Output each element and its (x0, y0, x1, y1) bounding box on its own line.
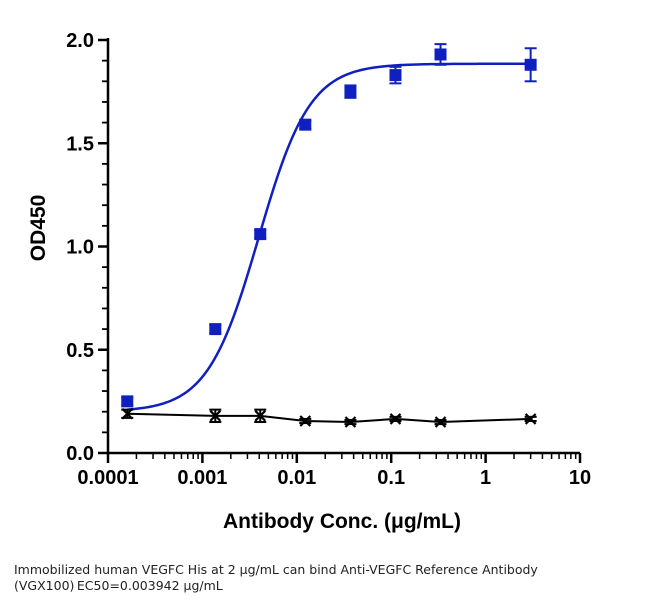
data-point-square (344, 85, 357, 98)
y-axis-title: OD450 (27, 195, 50, 262)
x-marker-stroke (209, 410, 222, 422)
data-point-x (299, 415, 312, 427)
x-tick-label: 10 (569, 467, 591, 489)
tick-marks (98, 38, 582, 463)
y-tick-label: 0.5 (66, 340, 94, 362)
x-tick-label: 0.0001 (77, 467, 138, 489)
y-tick-label: 2.0 (66, 30, 94, 52)
fit-curve-series-1 (127, 62, 531, 411)
x-marker-stroke (254, 410, 267, 422)
data-point-x (344, 416, 357, 428)
data-point-square (434, 48, 447, 61)
data-point-square (121, 395, 134, 408)
y-tick-label: 1.0 (66, 237, 94, 259)
data-point-x (524, 413, 537, 425)
data-point-square (209, 323, 222, 336)
curve-series-2 (127, 412, 531, 424)
x-marker-stroke (389, 413, 402, 425)
axes (106, 38, 580, 455)
data-marks (121, 43, 537, 428)
y-tick-label: 1.5 (66, 133, 94, 155)
data-point-x (121, 407, 134, 420)
x-tick-label: 0.001 (177, 467, 227, 489)
x-marker-stroke (121, 407, 134, 420)
data-point-x (434, 416, 447, 428)
data-point-square (299, 118, 312, 131)
caption-line-1: Immobilized human VEGFC His at 2 μg/mL c… (14, 562, 538, 577)
data-point-x (389, 413, 402, 425)
tick-labels: 0.0 0.5 1.0 1.5 2.0 0.0001 0.001 0.01 0.1 1 10 (66, 30, 591, 489)
x-marker-stroke (524, 413, 537, 425)
data-point-square (254, 228, 267, 241)
x-axis-title: Antibody Conc. (μg/mL) (223, 510, 461, 533)
chart: 0.0 0.5 1.0 1.5 2.0 0.0001 0.001 0.01 0.1 1 10 OD4… (27, 30, 591, 533)
figure-caption: Immobilized human VEGFC His at 2 μg/mL c… (14, 562, 644, 594)
y-tick-label: 0.0 (66, 443, 94, 465)
x-marker-stroke (434, 416, 447, 428)
caption-line-2: (VGX100) EC50=0.003942 μg/mL (14, 578, 223, 593)
data-point-square (524, 58, 537, 71)
x-marker-stroke (344, 416, 357, 428)
x-tick-label: 0.1 (377, 467, 405, 489)
data-point-x (209, 410, 222, 422)
fit-curves (127, 62, 531, 424)
data-point-x (254, 410, 267, 422)
x-tick-label: 0.01 (277, 467, 316, 489)
data-point-square (389, 69, 402, 82)
x-marker-stroke (299, 415, 312, 427)
x-tick-label: 1 (480, 467, 491, 489)
